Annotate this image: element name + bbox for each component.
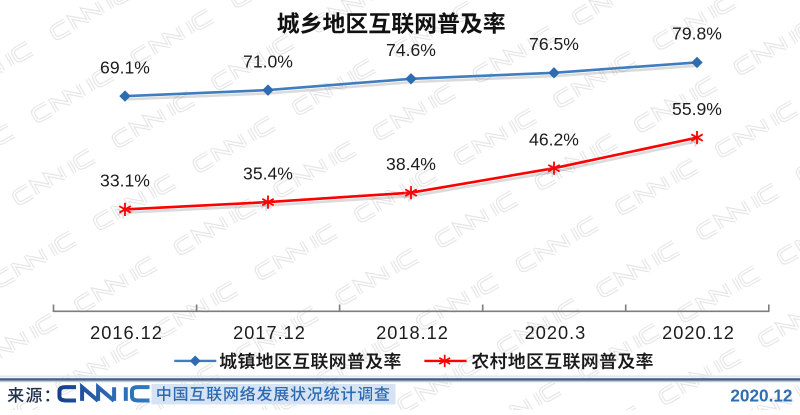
svg-text:2020.3: 2020.3 xyxy=(525,323,587,343)
svg-text:2017.12: 2017.12 xyxy=(233,323,306,343)
svg-text:46.2%: 46.2% xyxy=(529,129,579,149)
svg-text:79.8%: 79.8% xyxy=(672,24,722,44)
svg-text:2020.12: 2020.12 xyxy=(730,386,792,406)
svg-text:55.9%: 55.9% xyxy=(672,99,722,119)
svg-text:71.0%: 71.0% xyxy=(243,51,293,71)
svg-text:76.5%: 76.5% xyxy=(529,34,579,54)
svg-text:2020.12: 2020.12 xyxy=(662,323,735,343)
svg-text:2018.12: 2018.12 xyxy=(376,323,449,343)
svg-text:38.4%: 38.4% xyxy=(386,154,436,174)
svg-text:69.1%: 69.1% xyxy=(100,57,150,77)
svg-text:2016.12: 2016.12 xyxy=(90,323,163,343)
svg-text:35.4%: 35.4% xyxy=(243,163,293,183)
svg-text:74.6%: 74.6% xyxy=(386,40,436,60)
svg-text:33.1%: 33.1% xyxy=(100,171,150,191)
